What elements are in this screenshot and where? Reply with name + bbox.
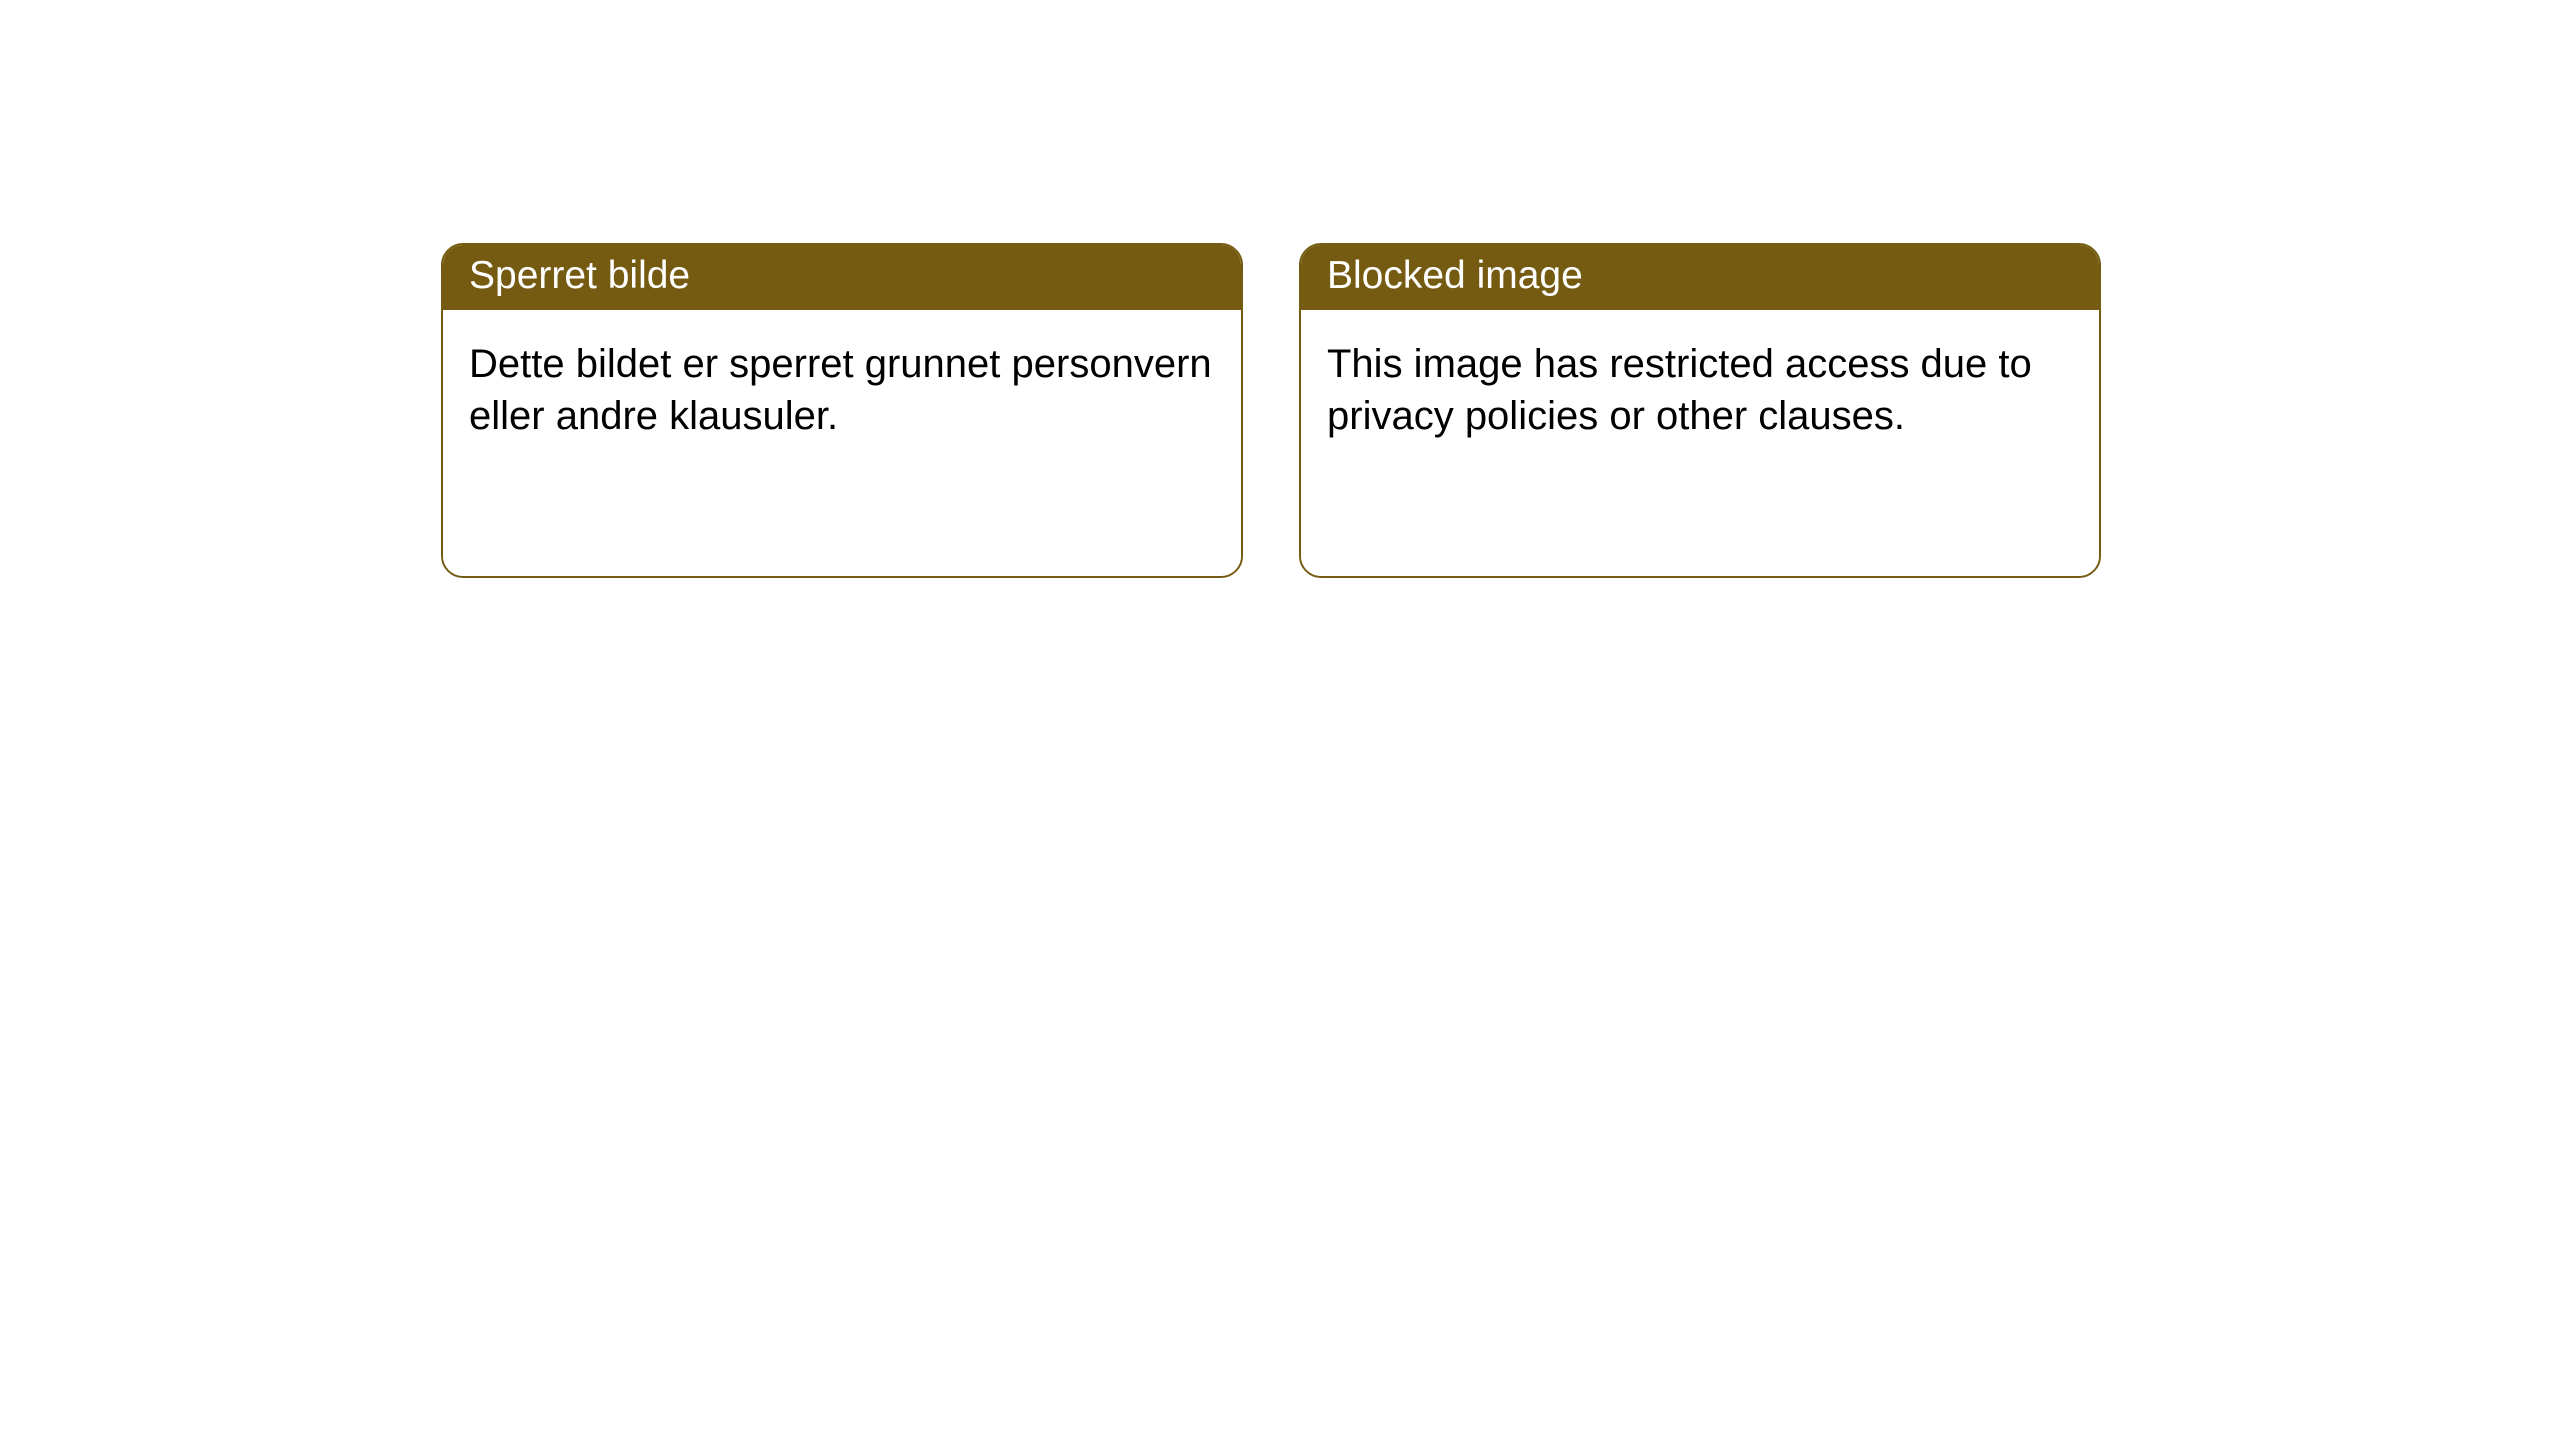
panel-body-english: This image has restricted access due to … <box>1301 310 2099 576</box>
panel-body-norwegian: Dette bildet er sperret grunnet personve… <box>443 310 1241 576</box>
panel-header-norwegian: Sperret bilde <box>443 245 1241 310</box>
blocked-image-panels: Sperret bilde Dette bildet er sperret gr… <box>441 243 2101 578</box>
panel-header-english: Blocked image <box>1301 245 2099 310</box>
panel-norwegian: Sperret bilde Dette bildet er sperret gr… <box>441 243 1243 578</box>
panel-english: Blocked image This image has restricted … <box>1299 243 2101 578</box>
